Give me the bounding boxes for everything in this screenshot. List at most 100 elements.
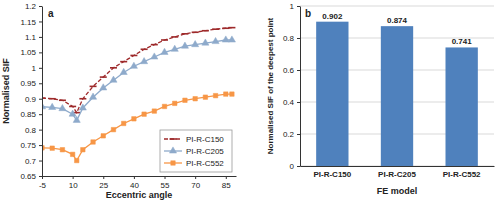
series-line <box>42 40 232 120</box>
x-tick-label: 40 <box>130 181 139 190</box>
y-tick-label: 0.8 <box>25 126 37 135</box>
y-tick: 0.6 <box>283 66 300 75</box>
x-tick-label: 70 <box>191 181 200 190</box>
y-tick-mark <box>39 114 42 115</box>
y-axis-title: Normalised SIF of the deepest point <box>266 17 275 154</box>
y-tick: 0.2 <box>283 130 300 139</box>
series-marker <box>74 158 78 162</box>
series-marker <box>73 116 80 122</box>
y-tick-label: 0.95 <box>20 79 36 88</box>
series-marker <box>50 146 54 150</box>
y-tick-mark <box>297 102 300 103</box>
y-tick-label: 0.75 <box>20 141 36 150</box>
series-marker <box>130 55 137 57</box>
y-tick-label: 1.1 <box>25 33 37 42</box>
series-marker <box>59 99 66 101</box>
x-tick-label: 10 <box>69 181 78 190</box>
series-marker <box>212 37 219 43</box>
x-tick-mark <box>73 176 74 179</box>
series-marker <box>81 147 85 151</box>
y-axis: 00.20.40.60.81 <box>283 2 301 171</box>
legend-label: PI-R-C552 <box>186 159 224 168</box>
y-tick-mark <box>39 52 42 53</box>
series-marker <box>79 98 86 100</box>
series-marker <box>213 93 217 97</box>
y-tick-mark <box>297 70 300 71</box>
data-label: 0.902 <box>322 12 343 21</box>
plot-area <box>316 22 478 166</box>
y-tick: 1.1 <box>25 33 42 42</box>
series-marker <box>141 58 148 64</box>
series-marker <box>142 112 146 116</box>
series-marker <box>202 39 209 45</box>
series-marker <box>101 134 105 138</box>
y-tick: 0.8 <box>25 126 42 135</box>
x-tick: 40 <box>130 176 139 190</box>
y-tick-mark <box>39 130 42 131</box>
x-axis-line <box>301 166 495 167</box>
y-tick: 0.65 <box>20 172 42 181</box>
series-marker <box>152 109 156 113</box>
x-tick: 25 <box>99 176 108 190</box>
y-tick-label: 0.8 <box>283 34 295 43</box>
series-marker <box>192 41 199 47</box>
y-tick-mark <box>39 161 42 162</box>
y-tick: 0.9 <box>25 95 42 104</box>
grid <box>300 6 494 166</box>
panel-label: a <box>48 8 54 19</box>
series-marker <box>212 28 219 30</box>
bar <box>381 26 413 166</box>
y-tick-mark <box>39 145 42 146</box>
series-marker <box>111 127 115 131</box>
y-tick-label: 1.2 <box>25 2 37 11</box>
series-marker <box>224 92 228 96</box>
x-tick-mark <box>226 176 227 179</box>
figure: -51025405570850.650.70.750.80.850.90.951… <box>0 0 500 201</box>
legend-label: PI-R-C205 <box>186 147 224 156</box>
series-line <box>42 28 232 113</box>
series-marker <box>162 104 166 108</box>
x-tick: 55 <box>161 176 170 190</box>
x-axis-title: FE model <box>377 186 418 196</box>
x-tick-label: PI-R-C150 <box>313 170 351 179</box>
y-tick: 1.05 <box>20 48 42 57</box>
series-marker <box>193 96 197 100</box>
y-tick-label: 0 <box>290 162 295 171</box>
x-tick-mark <box>165 176 166 179</box>
x-axis: PI-R-C150PI-R-C205PI-R-C552 <box>301 166 495 179</box>
series-marker <box>202 30 209 32</box>
bar <box>316 22 348 166</box>
x-tick: PI-R-C150 <box>313 166 351 179</box>
y-tick-label: 0.4 <box>283 98 295 107</box>
legend-marker <box>169 147 176 153</box>
x-axis-title: Eccentric angle <box>106 190 173 200</box>
series-marker <box>120 61 127 63</box>
series-marker <box>171 45 178 51</box>
bar <box>446 47 478 166</box>
series-marker <box>181 33 188 35</box>
x-tick-label: 85 <box>222 181 231 190</box>
y-tick-mark <box>39 83 42 84</box>
y-tick: 1.15 <box>20 18 42 27</box>
y-tick-label: 0.65 <box>20 172 36 181</box>
series-marker <box>192 31 199 33</box>
x-tick-label: PI-R-C205 <box>378 170 416 179</box>
y-tick: 0.8 <box>283 34 300 43</box>
y-axis-title: Normalised SIF <box>1 58 11 124</box>
panel-label: b <box>305 8 311 19</box>
series-marker <box>110 67 117 69</box>
y-tick-mark <box>297 38 300 39</box>
y-tick-mark <box>39 68 42 69</box>
series-marker <box>181 42 188 48</box>
x-axis: -5102540557085 <box>39 176 237 190</box>
series-marker <box>151 44 158 46</box>
series-marker <box>222 27 229 29</box>
series-marker <box>132 117 136 121</box>
series-marker <box>70 152 74 156</box>
x-tick: 85 <box>222 176 231 190</box>
x-tick-mark <box>134 176 135 179</box>
y-tick: 0 <box>290 162 300 171</box>
series-marker <box>151 53 158 59</box>
series-marker <box>120 68 127 74</box>
series-marker <box>161 39 168 41</box>
